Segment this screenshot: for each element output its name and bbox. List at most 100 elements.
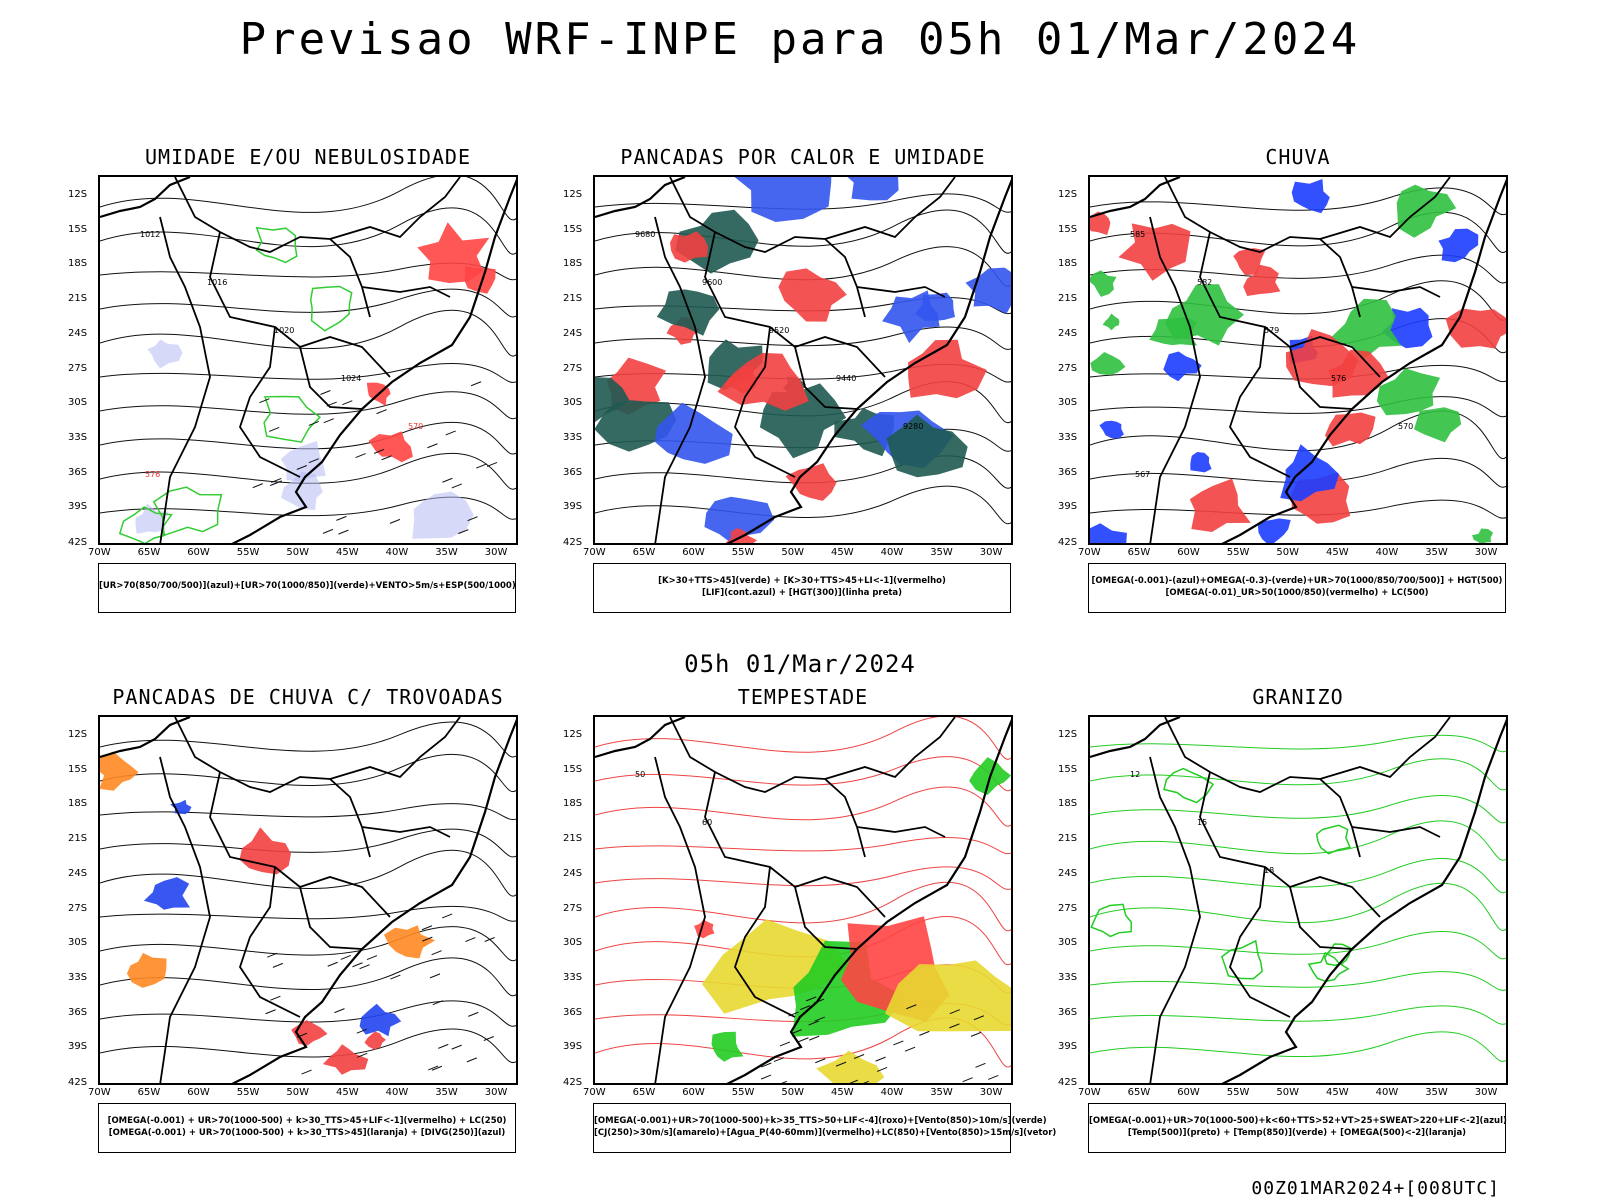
longitude-tick-label: 40W xyxy=(385,547,409,558)
longitude-tick-label: 65W xyxy=(632,1087,656,1098)
longitude-tick-label: 30W xyxy=(1474,1087,1498,1098)
latitude-tick-label: 15S xyxy=(563,763,583,775)
longitude-tick-label: 55W xyxy=(731,1087,755,1098)
longitude-tick-label: 55W xyxy=(1226,1087,1250,1098)
longitude-tick-label: 40W xyxy=(385,1087,409,1098)
latitude-tick-label: 21S xyxy=(68,293,88,305)
shaded-region xyxy=(384,925,436,959)
legend-caption-line: [LIF](cont.azul) + [HGT(300)](linha pret… xyxy=(701,588,903,598)
contour-line xyxy=(100,391,516,420)
shaded-region xyxy=(1102,313,1120,331)
latitude-tick-label: 39S xyxy=(68,1041,88,1053)
political-border xyxy=(654,756,706,1083)
longitude-tick-label: 65W xyxy=(1127,1087,1151,1098)
contour-line xyxy=(100,1028,516,1063)
contour-value-label: 1024 xyxy=(341,374,361,383)
shaded-region xyxy=(1090,211,1111,235)
longitude-tick-label: 60W xyxy=(1177,547,1200,558)
longitude-tick-label: 30W xyxy=(979,547,1003,558)
shaded-region xyxy=(1165,284,1244,346)
longitude-tick-label: 45W xyxy=(831,547,854,558)
latitude-tick-label: 30S xyxy=(68,397,88,409)
latitude-tick-label: 30S xyxy=(1058,937,1078,949)
latitude-tick-label: 12S xyxy=(563,189,583,200)
political-border xyxy=(1199,771,1381,918)
shaded-region xyxy=(1090,352,1126,375)
political-border xyxy=(299,346,363,410)
longitude-tick-label: 45W xyxy=(336,1087,359,1098)
contour-line xyxy=(1090,758,1506,791)
contour-value-label: 9440 xyxy=(836,374,856,383)
latitude-tick-label: 36S xyxy=(68,466,88,478)
latitude-tick-label: 36S xyxy=(1058,1006,1078,1018)
political-border xyxy=(704,771,886,918)
contour-value-label: 576 xyxy=(145,470,160,479)
shaded-region xyxy=(1414,407,1462,443)
latitude-tick-label: 27S xyxy=(68,362,88,374)
longitude-tick-label: 65W xyxy=(1127,547,1151,558)
political-border xyxy=(669,717,866,858)
political-border xyxy=(239,326,301,478)
contour-line xyxy=(100,262,516,281)
contour-value-label: 12 xyxy=(1130,770,1140,779)
contour-line xyxy=(100,362,516,383)
latitude-tick-label: 36S xyxy=(563,466,583,478)
political-border xyxy=(734,326,796,478)
longitude-tick-label: 40W xyxy=(880,547,904,558)
shaded-region xyxy=(280,471,323,511)
latitude-tick-label: 24S xyxy=(68,327,88,339)
shaded-region xyxy=(1396,184,1457,238)
latitude-tick-label: 42S xyxy=(563,1077,583,1088)
longitude-tick-label: 60W xyxy=(1177,1087,1200,1098)
latitude-tick-label: 18S xyxy=(68,798,88,810)
political-border xyxy=(299,886,363,950)
longitude-tick-label: 45W xyxy=(831,1087,854,1098)
contour-value-label: 9680 xyxy=(635,230,655,239)
longitude-tick-label: 50W xyxy=(781,1087,805,1098)
shaded-region xyxy=(1315,824,1352,855)
contour-value-label: 570 xyxy=(408,422,423,431)
contour-line xyxy=(100,753,516,792)
latitude-tick-label: 18S xyxy=(1058,258,1078,270)
contour-line xyxy=(595,756,1011,792)
contour-value-label: 9280 xyxy=(903,422,923,431)
longitude-tick-label: 40W xyxy=(880,1087,904,1098)
contour-value-label: 1012 xyxy=(140,230,160,239)
longitude-tick-label: 50W xyxy=(1276,1087,1300,1098)
latitude-tick-label: 24S xyxy=(1058,867,1078,879)
legend-caption-line: [Temp(500)](preto) + [Temp(850)](verde) … xyxy=(1127,1128,1467,1138)
contour-line xyxy=(1090,1031,1506,1062)
latitude-tick-label: 33S xyxy=(563,431,583,443)
shaded-region xyxy=(118,506,173,543)
latitude-tick-label: 24S xyxy=(563,327,583,339)
contour-line xyxy=(1090,280,1506,321)
political-border xyxy=(1149,216,1201,543)
latitude-tick-label: 39S xyxy=(1058,1041,1078,1053)
shaded-region xyxy=(1307,951,1350,983)
forecast-panel: CHUVA 12S 15S 18S 21S 24S 27S 30S 33S 36S 39S 42S 70… xyxy=(990,145,1508,625)
contour-line xyxy=(1090,1005,1506,1025)
shaded-region xyxy=(702,919,852,1014)
latitude-tick-label: 21S xyxy=(1058,833,1078,845)
contour-line xyxy=(1090,410,1506,459)
shaded-region xyxy=(1243,264,1281,296)
shaded-region xyxy=(309,285,353,332)
latitude-tick-label: 27S xyxy=(563,362,583,374)
latitude-tick-label: 12S xyxy=(68,189,88,200)
latitude-tick-label: 42S xyxy=(68,537,88,548)
longitude-tick-label: 55W xyxy=(236,1087,260,1098)
political-border xyxy=(1164,717,1361,858)
longitude-tick-label: 70W xyxy=(88,1087,111,1098)
shaded-region xyxy=(656,289,720,336)
political-border xyxy=(824,717,956,780)
political-border xyxy=(1199,231,1381,378)
longitude-tick-label: 50W xyxy=(286,1087,310,1098)
contour-line xyxy=(100,905,516,922)
political-border xyxy=(1229,866,1291,1018)
shaded-region xyxy=(1189,478,1251,532)
longitude-tick-label: 45W xyxy=(1326,1087,1349,1098)
shaded-region xyxy=(147,339,183,369)
legend-caption: [UR>70(850/700/500)](azul)+[UR>70(1000/8… xyxy=(98,563,516,613)
forecast-panel: UMIDADE E/OU NEBULOSIDADE 12S 15S 18S 21S 24S… xyxy=(0,145,518,625)
longitude-tick-label: 50W xyxy=(1276,547,1300,558)
